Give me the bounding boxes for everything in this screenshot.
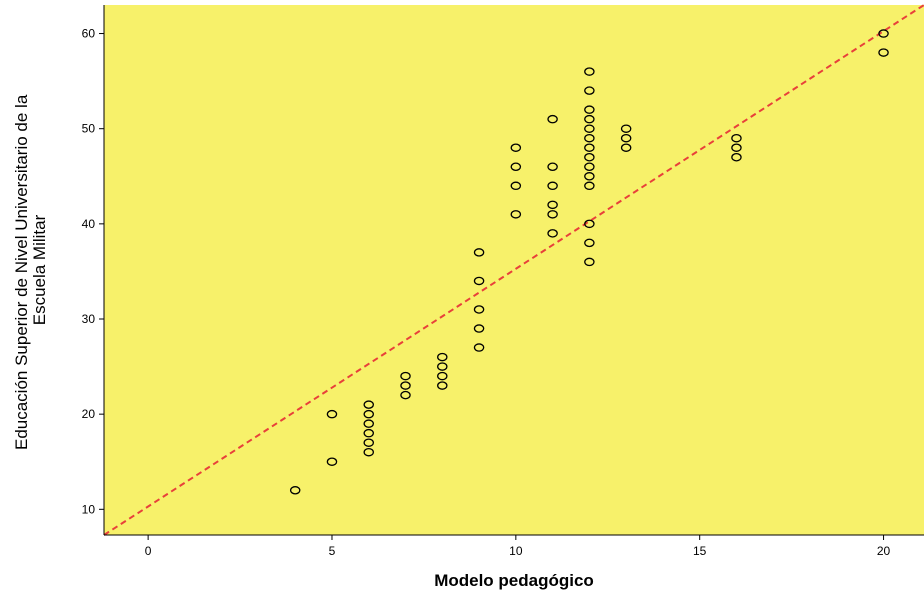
axes [103,5,924,536]
data-point [584,172,595,181]
x-axis-title: Modelo pedagógico [434,571,594,590]
data-point [289,486,301,495]
data-point [510,181,522,191]
data-point [547,114,558,124]
data-point [620,133,632,143]
data-point [326,409,338,419]
data-point [363,419,375,428]
data-point [584,162,595,172]
data-point [547,162,558,172]
x-tick-label: 5 [329,544,336,558]
y-tick-label: 40 [82,217,96,231]
data-point [437,352,448,362]
data-point [584,152,595,162]
data-point [584,143,595,152]
x-tick-label: 10 [509,544,523,558]
data-point [510,162,522,172]
data-point [473,324,485,333]
data-point [437,381,448,390]
x-tick-label: 0 [145,544,152,558]
y-ticks: 10 20 30 40 50 60 [82,27,104,516]
data-point [584,219,595,229]
data-point [731,152,742,162]
x-tick-label: 20 [877,544,891,558]
plot-area [104,5,924,535]
data-point [437,371,448,381]
data-point [584,257,595,267]
data-point [363,438,375,447]
data-point [584,67,595,76]
reference-line [103,4,924,536]
data-point [620,143,632,152]
data-point [584,105,595,114]
data-point [510,143,522,152]
data-point [620,124,632,133]
reference-line-group [103,4,924,536]
data-point [326,457,338,466]
data-point [878,48,889,57]
x-tick-label: 15 [693,544,707,558]
data-point [437,362,448,371]
x-ticks: 0 5 10 15 20 [145,535,891,558]
data-point [400,381,411,390]
data-point [878,29,889,38]
y-tick-label: 60 [82,27,96,41]
data-point [473,248,485,257]
data-points [289,29,889,495]
y-axis-title-line-2: Escuela Militar [30,214,49,325]
y-tick-label: 50 [82,122,96,136]
data-point [584,238,595,248]
data-point [731,133,742,143]
y-axis-title-line-1: Educación Superior de Nivel Universitari… [12,94,31,450]
y-axis-title: Educación Superior de Nivel Universitari… [12,90,49,450]
data-point [363,400,375,409]
data-point [400,390,411,400]
data-point [584,114,595,124]
data-point [584,86,595,95]
data-point [547,229,558,238]
data-point [547,181,558,191]
data-point [584,124,595,133]
data-point [473,305,485,314]
data-point [547,210,558,219]
data-point [363,409,375,419]
data-point [363,428,375,438]
y-tick-label: 10 [82,502,96,516]
data-point [547,200,558,210]
data-point [473,276,485,286]
data-point [473,343,485,352]
data-point [400,371,411,381]
y-tick-label: 20 [82,407,96,421]
data-point [363,447,375,457]
data-point [731,143,742,152]
y-tick-label: 30 [82,312,96,326]
data-point [584,133,595,143]
data-point [510,210,522,219]
data-point [584,181,595,191]
